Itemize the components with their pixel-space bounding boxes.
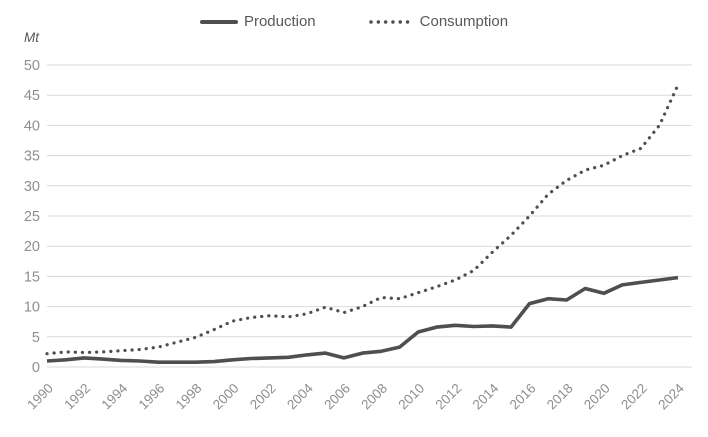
x-axis-tick-label: 2018 — [544, 381, 576, 413]
x-axis-tick-label: 1996 — [136, 381, 168, 413]
x-axis-tick-label: 2020 — [581, 381, 613, 413]
x-axis-tick-label: 2004 — [284, 380, 316, 412]
x-axis-tick-label: 2000 — [210, 381, 242, 413]
legend-label-production: Production — [243, 13, 316, 30]
x-axis-tick-label: 2012 — [433, 381, 465, 413]
x-axis-tick-label: 2002 — [247, 381, 279, 413]
y-axis-tick-label: 50 — [24, 58, 40, 74]
legend-item-consumption: Consumption — [368, 13, 508, 30]
y-axis-tick-label: 10 — [24, 300, 40, 316]
production-line-swatch — [199, 19, 238, 24]
y-axis-unit-label: Mt — [24, 30, 39, 45]
legend-item-production: Production — [199, 13, 316, 30]
chart-legend: Production Consumption — [0, 13, 708, 30]
y-axis-tick-label: 30 — [24, 179, 40, 195]
x-axis-tick-label: 2008 — [358, 381, 390, 413]
legend-label-consumption: Consumption — [419, 13, 509, 30]
y-axis-tick-label: 5 — [32, 330, 40, 346]
y-axis-tick-label: 15 — [24, 269, 40, 285]
x-axis-tick-label: 1990 — [24, 381, 56, 413]
x-axis-tick-label: 2010 — [395, 381, 427, 413]
x-axis-tick-label: 2022 — [618, 381, 650, 413]
y-axis-tick-label: 40 — [24, 118, 40, 134]
consumption-line — [45, 83, 680, 356]
y-axis-tick-label: 25 — [24, 209, 40, 225]
production-line — [46, 275, 679, 364]
x-axis-tick-label: 1998 — [173, 381, 205, 413]
x-axis-tick-label: 1992 — [61, 381, 93, 413]
x-axis-tick-label: 2024 — [655, 380, 687, 412]
x-axis-tick-label: 2014 — [470, 380, 502, 412]
y-axis-tick-label: 20 — [24, 239, 40, 255]
x-axis-tick-label: 2006 — [321, 381, 353, 413]
consumption-line-swatch — [368, 19, 414, 24]
x-axis-tick-label: 1994 — [99, 380, 131, 412]
y-axis-tick-label: 35 — [24, 149, 40, 165]
y-axis-tick-label: 0 — [32, 360, 40, 376]
y-axis-tick-label: 45 — [24, 88, 40, 104]
x-axis-tick-label: 2016 — [507, 381, 539, 413]
